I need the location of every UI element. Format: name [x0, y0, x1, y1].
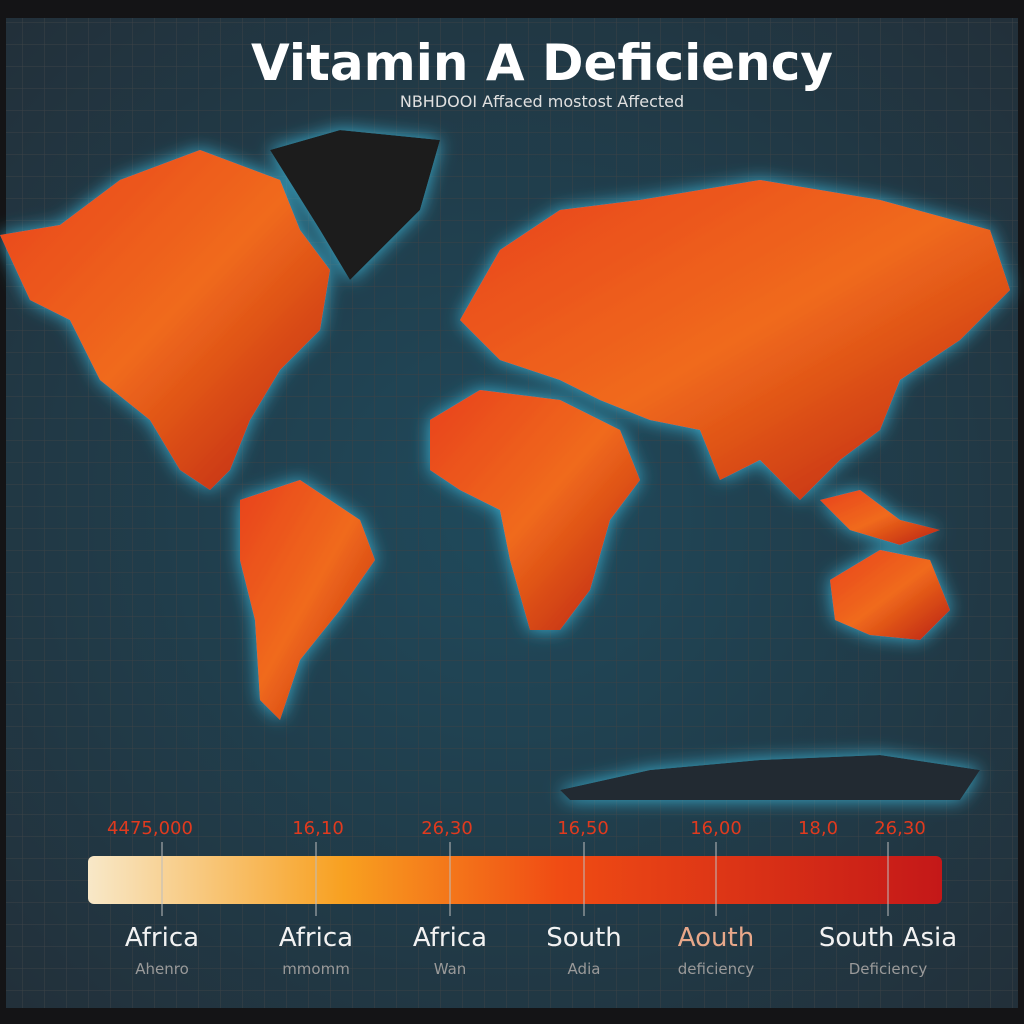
- region-note: Adia: [568, 960, 601, 978]
- region-label: Africa: [279, 923, 353, 953]
- scale-label: 16,50: [557, 818, 609, 839]
- region-label: Africa: [125, 923, 199, 953]
- region-label: South: [546, 923, 622, 953]
- scale-label: 26,30: [874, 818, 926, 839]
- africa: [430, 390, 640, 630]
- legend-bar: [88, 856, 942, 904]
- scale-label: 4475,000: [107, 818, 193, 839]
- continents: [0, 130, 1010, 800]
- australia: [830, 550, 950, 640]
- indonesia: [820, 490, 940, 545]
- region-note: mmomm: [282, 960, 350, 978]
- antarctica: [560, 755, 980, 800]
- scale-label: 16,10: [292, 818, 344, 839]
- region-note: Ahenro: [135, 960, 189, 978]
- region-note: Wan: [434, 960, 467, 978]
- scale-label: 26,30: [421, 818, 473, 839]
- region-note: deficiency: [678, 960, 755, 978]
- north-america: [0, 150, 330, 490]
- eurasia: [460, 180, 1010, 500]
- region-label: South Asia: [819, 923, 957, 953]
- region-label: Africa: [413, 923, 487, 953]
- greenland: [270, 130, 440, 280]
- scale-label: 16,00: [690, 818, 742, 839]
- title: Vitamin A Deficiency: [251, 34, 833, 92]
- legend: 4475,000 16,10 26,30 16,50 16,00 18,0 26,30 Afr…: [107, 818, 957, 978]
- south-america: [240, 480, 375, 720]
- region-label: Aouth: [678, 923, 754, 953]
- scale-label: 18,0: [798, 818, 838, 839]
- subtitle: NBHDOOI Affaced mostost Affected: [400, 92, 684, 111]
- region-note: Deficiency: [849, 960, 928, 978]
